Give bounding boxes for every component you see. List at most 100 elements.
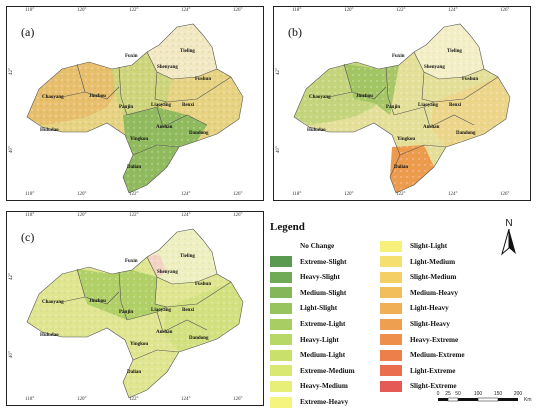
city-label-shenyang: Shenyang — [157, 65, 178, 70]
lon-tick-top: 120° — [344, 8, 354, 13]
lat-tick: 40° — [9, 351, 14, 358]
city-label-yingkou: Yingkou — [397, 137, 416, 142]
city-label-benxi: Benxi — [182, 103, 195, 108]
lon-tick-top: 124° — [181, 213, 191, 218]
map-panel-b: (b) Tieling Fuxin Shenyang Fushun Chaoyang Ji… — [273, 6, 531, 201]
legend-swatch — [270, 302, 292, 314]
legend-label: Heavy-Slight — [300, 273, 340, 282]
city-label-yingkou: Yingkou — [130, 342, 149, 347]
city-label-yingkou: Yingkou — [130, 137, 149, 142]
city-label-liaoyang: Liaoyang — [151, 308, 172, 313]
legend-label: No Change — [300, 242, 335, 250]
lon-tick-top: 122° — [396, 8, 406, 13]
legend-item: Slight-Extreme — [380, 380, 457, 392]
city-label-fuxin: Fuxin — [125, 54, 138, 59]
scale-tick-label: 50 — [455, 391, 461, 397]
lon-tick-bottom: 120° — [344, 192, 354, 197]
legend-swatch — [270, 396, 292, 408]
legend-item: Heavy-Slight — [270, 271, 340, 283]
city-label-liaoyang: Liaoyang — [151, 103, 172, 108]
city-label-tieling: Tieling — [180, 254, 195, 259]
boundaries-c — [26, 228, 244, 399]
legend-label: Heavy-Medium — [300, 382, 348, 391]
city-label-anshan: Anshan — [156, 125, 173, 130]
panel-label: (c) — [21, 230, 35, 244]
legend-item: Medium-Extreme — [380, 349, 465, 361]
legend-item: No Change — [270, 240, 334, 252]
city-label-panjin: Panjin — [386, 105, 401, 110]
legend-item: Light-Medium — [380, 256, 455, 268]
legend-item: Light-Slight — [270, 302, 337, 314]
legend-label: Extreme-Medium — [300, 366, 355, 375]
legend-swatch — [270, 256, 292, 268]
city-label-panjin: Panjin — [119, 310, 134, 315]
lon-tick-bottom: 124° — [448, 192, 458, 197]
lon-tick-top: 120° — [77, 8, 87, 13]
lon-tick-top: 122° — [129, 8, 139, 13]
lat-tick: 40° — [276, 146, 281, 153]
legend-label: Light-Extreme — [410, 366, 456, 375]
legend-label: Extreme-Light — [300, 320, 346, 328]
legend-label: Extreme-Heavy — [300, 398, 349, 406]
legend-label: Medium-Heavy — [410, 288, 458, 297]
city-label-fushun: Fushun — [195, 282, 212, 287]
lon-tick-top: 124° — [448, 8, 458, 13]
city-label-jinzhou: Jinzhou — [356, 94, 373, 99]
city-label-chaoyang: Chaoyang — [42, 300, 64, 305]
city-label-huludao: Huludao — [307, 128, 326, 133]
city-label-huludao: Huludao — [40, 333, 59, 338]
map-c — [26, 228, 244, 399]
legend-item: Medium-Slight — [270, 287, 346, 299]
city-label-chaoyang: Chaoyang — [42, 95, 64, 100]
lon-tick-top: 126° — [233, 213, 243, 218]
city-label-fuxin: Fuxin — [392, 54, 405, 59]
lon-tick-bottom: 122° — [129, 192, 139, 197]
legend-swatch — [380, 256, 402, 268]
city-label-anshan: Anshan — [423, 125, 440, 130]
legend-label: Medium-Extreme — [410, 351, 465, 360]
legend-label: Medium-Light — [300, 351, 346, 360]
legend-swatch — [380, 302, 402, 314]
lon-tick-bottom: 118° — [292, 192, 302, 197]
legend-item: Extreme-Medium — [270, 365, 355, 377]
map-panel-a: (a) Tieling Fuxin Shenyang Fushun Chaoyang Ji… — [6, 6, 264, 201]
legend-label: Heavy-Light — [300, 335, 339, 344]
legend-label: Extreme-Slight — [300, 257, 347, 266]
city-label-tieling: Tieling — [180, 49, 195, 54]
legend-item: Light-Heavy — [380, 302, 449, 314]
lon-tick-bottom: 126° — [500, 192, 510, 197]
legend-swatch — [270, 365, 292, 377]
north-arrow-icon: N — [501, 218, 516, 256]
legend-item: Medium-Heavy — [380, 287, 458, 299]
legend-label: Slight-Medium — [410, 273, 457, 282]
city-label-dandong: Dandong — [189, 131, 209, 136]
city-label-benxi: Benxi — [449, 103, 462, 108]
city-label-fushun: Fushun — [195, 77, 212, 82]
city-label-anshan: Anshan — [156, 330, 173, 335]
scale-tick-label: 25 — [445, 391, 451, 397]
legend-item: Extreme-Light — [270, 318, 345, 330]
city-label-chaoyang: Chaoyang — [309, 95, 331, 100]
city-label-jinzhou: Jinzhou — [89, 299, 106, 304]
map-panel-c: (c) Tieling Fuxin Shenyang Fushun Chaoyang Ji… — [6, 211, 264, 406]
legend-label: Slight-Extreme — [410, 382, 457, 391]
lon-tick-top: 118° — [25, 213, 35, 218]
city-label-huludao: Huludao — [40, 128, 59, 133]
city-label-fuxin: Fuxin — [125, 259, 138, 264]
boundaries-b — [293, 23, 511, 194]
legend-item: Medium-Light — [270, 349, 345, 361]
north-label: N — [505, 218, 512, 229]
lon-tick-top: 122° — [129, 213, 139, 218]
lon-tick-top: 126° — [233, 8, 243, 13]
legend-label: Medium-Slight — [300, 288, 347, 297]
legend-label: Slight-Heavy — [410, 320, 450, 328]
city-label-shenyang: Shenyang — [157, 270, 178, 275]
city-label-benxi: Benxi — [182, 308, 195, 313]
lon-tick-bottom: 124° — [181, 192, 191, 197]
legend-swatch — [270, 380, 292, 392]
legend-item: Heavy-Extreme — [380, 334, 458, 346]
lon-tick-bottom: 126° — [233, 192, 243, 197]
legend-swatch — [270, 318, 292, 330]
legend-swatch — [380, 349, 402, 361]
